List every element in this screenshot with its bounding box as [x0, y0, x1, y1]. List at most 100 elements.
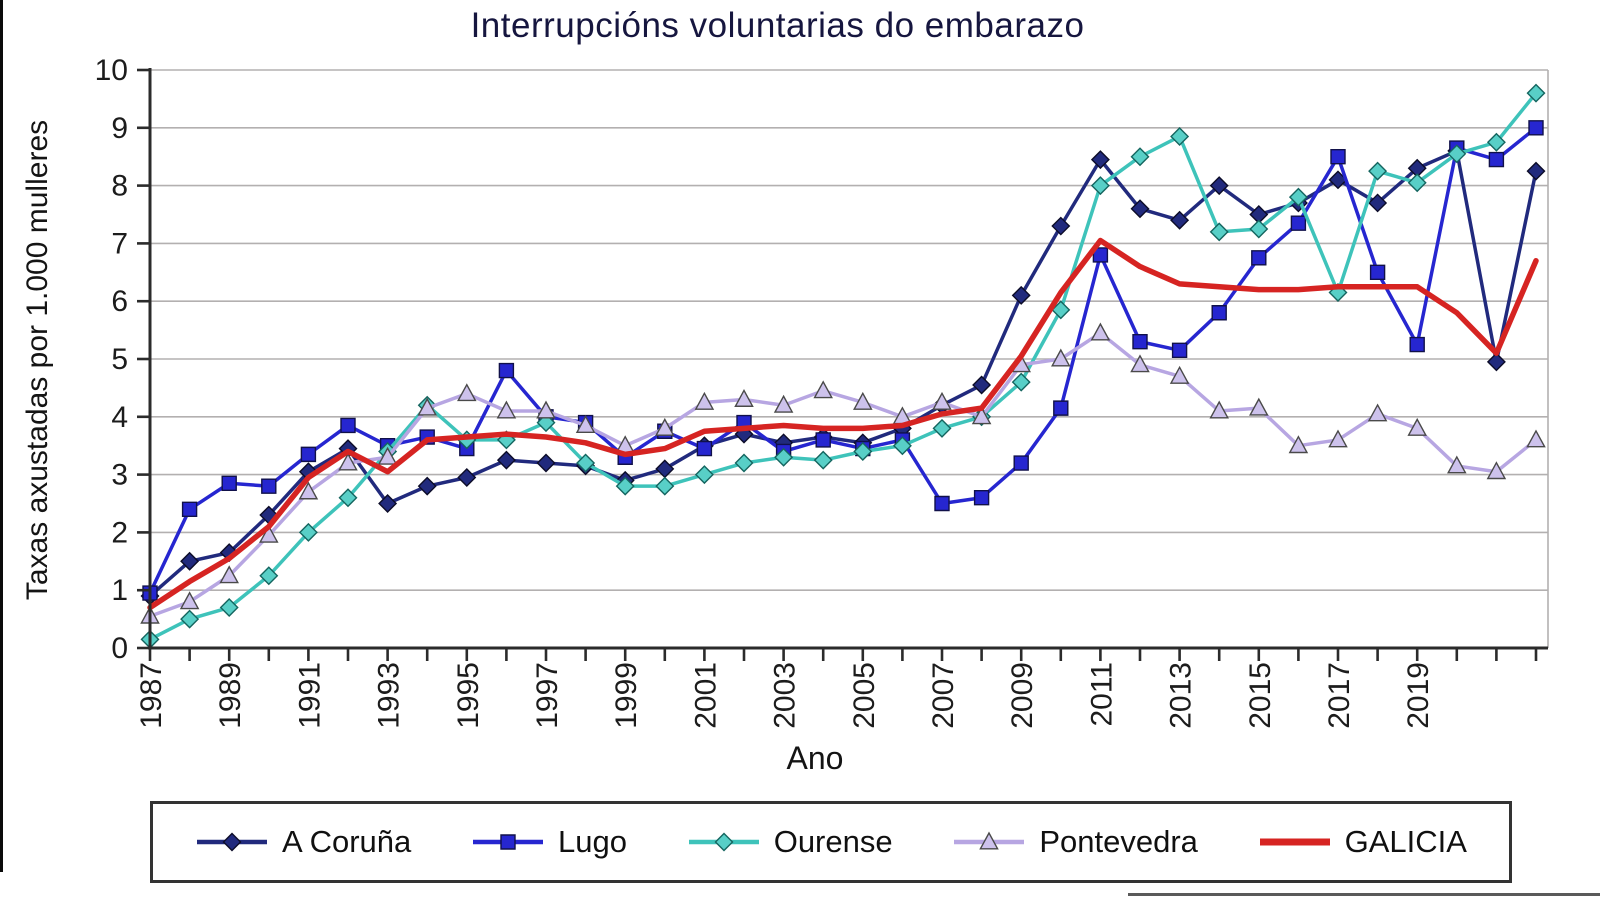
- legend-marker-a-coruna-icon: [197, 832, 267, 852]
- legend-item-galicia: GALICIA: [1258, 824, 1467, 860]
- legend-label-a-coruna: A Coruña: [282, 824, 412, 859]
- data-point-ourense: [734, 453, 754, 473]
- data-point-pontevedra: [1090, 322, 1111, 341]
- data-point-pontevedra: [773, 394, 794, 413]
- data-point-ourense: [1447, 144, 1467, 164]
- data-point-ourense: [1526, 83, 1546, 103]
- data-point-pontevedra: [377, 446, 398, 465]
- x-tick-label: 2017: [1323, 662, 1356, 729]
- data-point-ourense: [853, 441, 873, 461]
- data-point-pontevedra: [179, 591, 200, 610]
- series-line-galicia: [147, 237, 1539, 611]
- data-point-a-coruna: [180, 551, 200, 571]
- x-tick-label: 2013: [1165, 662, 1198, 729]
- legend: A Coruña Lugo Ourense Pontevedra GALICIA: [150, 801, 1512, 883]
- y-tick-label: 4: [111, 401, 128, 434]
- data-point-lugo: [1290, 215, 1307, 231]
- legend-marker-ourense-icon: [688, 832, 759, 852]
- data-point-ourense: [1249, 219, 1269, 239]
- data-point-lugo: [934, 495, 950, 512]
- data-point-ourense: [694, 465, 714, 485]
- x-tick-label: 1999: [610, 662, 643, 729]
- data-point-pontevedra: [1486, 461, 1507, 480]
- y-tick-label: 10: [95, 54, 128, 87]
- legend-marker-lugo-icon: [473, 834, 543, 850]
- y-tick-label: 1: [111, 574, 128, 607]
- data-point-ourense: [1368, 161, 1388, 181]
- data-point-pontevedra: [1526, 429, 1546, 448]
- data-point-lugo: [1013, 455, 1029, 471]
- gridlines: [150, 69, 1548, 592]
- data-point-ourense: [892, 436, 912, 456]
- data-point-lugo: [181, 501, 198, 517]
- data-point-ourense: [259, 566, 279, 586]
- x-tick-label: 1991: [293, 662, 326, 729]
- data-point-pontevedra: [298, 481, 319, 500]
- data-point-pontevedra: [1367, 403, 1388, 422]
- data-point-lugo: [498, 362, 515, 379]
- x-tick-label: 1987: [135, 662, 168, 729]
- chart-title: Interrupcións voluntarias do embarazo: [470, 6, 1085, 45]
- data-point-a-coruna: [1090, 150, 1110, 170]
- data-point-lugo: [1251, 250, 1267, 266]
- x-tick-label: 1995: [452, 662, 485, 729]
- data-point-a-coruna: [1209, 176, 1229, 196]
- data-point-lugo: [221, 475, 237, 491]
- data-point-pontevedra: [971, 406, 992, 425]
- data-point-pontevedra: [1407, 417, 1427, 436]
- data-point-a-coruna: [417, 476, 437, 496]
- x-tick-label: 2001: [689, 662, 722, 729]
- data-point-ourense: [1051, 300, 1071, 320]
- series-galicia: [147, 237, 1539, 611]
- data-point-pontevedra: [219, 565, 239, 584]
- data-point-ourense: [1130, 147, 1150, 167]
- y-tick-label: 0: [111, 632, 128, 665]
- data-point-ourense: [1011, 372, 1031, 392]
- data-point-ourense: [180, 609, 200, 629]
- data-point-ourense: [1486, 132, 1506, 152]
- y-tick-label: 3: [111, 459, 128, 492]
- x-tick-label: 2007: [927, 662, 960, 729]
- legend-marker-galicia-icon: [1259, 838, 1330, 846]
- data-point-a-coruna: [1368, 193, 1388, 213]
- data-point-lugo: [1528, 120, 1544, 136]
- data-point-lugo: [1132, 333, 1148, 350]
- x-tick-label: 2003: [769, 662, 802, 729]
- data-point-a-coruna: [1011, 285, 1031, 305]
- y-tick-label: 8: [111, 170, 128, 203]
- y-tick-label: 2: [111, 516, 128, 549]
- data-point-pontevedra: [932, 391, 952, 410]
- data-point-pontevedra: [853, 391, 873, 410]
- data-point-ourense: [576, 453, 596, 473]
- series-a-coruna: [140, 141, 1546, 606]
- series-lugo: [142, 120, 1544, 601]
- data-point-pontevedra: [1328, 429, 1348, 448]
- data-point-a-coruna: [1526, 161, 1546, 181]
- legend-label-pontevedra: Pontevedra: [1039, 824, 1198, 859]
- data-point-pontevedra: [417, 397, 437, 416]
- data-point-ourense: [1407, 173, 1427, 193]
- legend-item-ourense: Ourense: [687, 824, 893, 860]
- data-point-ourense: [1170, 126, 1190, 146]
- data-point-ourense: [298, 522, 318, 542]
- legend-label-ourense: Ourense: [773, 824, 893, 859]
- y-tick-label: 9: [111, 112, 128, 145]
- data-point-ourense: [1209, 222, 1229, 242]
- data-point-pontevedra: [338, 452, 358, 471]
- data-point-lugo: [340, 417, 356, 434]
- chart-canvas: 0 1 2 3 4 5 6 7 8 9 10 1987 1989 1991 1993 1995 1997 1999…: [95, 54, 1549, 729]
- data-point-ourense: [774, 447, 794, 467]
- data-point-pontevedra: [655, 417, 675, 436]
- data-point-ourense: [338, 488, 358, 508]
- data-point-lugo: [815, 432, 831, 448]
- axes: 0 1 2 3 4 5 6 7 8 9 10 1987 1989 1991 1993 1995 1997 1999…: [95, 54, 1548, 729]
- data-point-ourense: [932, 418, 952, 438]
- data-point-a-coruna: [1486, 352, 1506, 372]
- x-tick-label: 2005: [848, 662, 881, 729]
- data-point-pontevedra: [1051, 348, 1071, 367]
- x-tick-label: 1989: [214, 662, 247, 729]
- data-point-lugo: [1171, 342, 1188, 359]
- data-point-lugo: [1092, 247, 1109, 263]
